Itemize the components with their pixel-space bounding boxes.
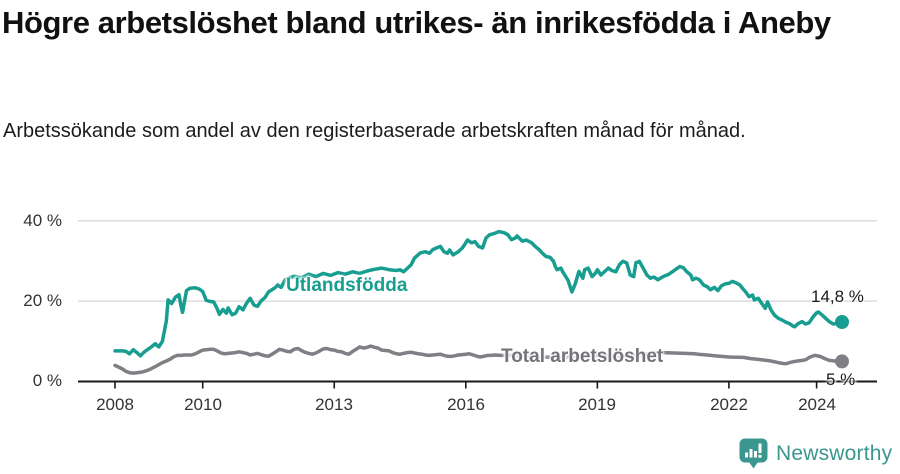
chart-title: Högre arbetslöshet bland utrikes- än inr… <box>2 5 831 40</box>
x-axis-label-2010: 2010 <box>184 395 222 414</box>
x-axis-label-2016: 2016 <box>447 395 485 414</box>
x-axis-label-2024: 2024 <box>798 395 836 414</box>
series-label-total-arbetsloshet: Total arbetslöshet <box>501 346 664 367</box>
end-value-total: 5 % <box>826 370 856 389</box>
series-end-dot-0 <box>835 315 849 329</box>
end-value-utlandsfodda: 14,8 % <box>811 287 864 306</box>
series-line-1 <box>113 344 844 375</box>
series-line-0 <box>113 229 844 358</box>
series-label-utlandsfodda: Utlandsfödda <box>286 275 408 296</box>
y-axis-label-40: 40 % <box>23 211 62 230</box>
newsworthy-wordmark: Newsworthy <box>776 441 893 465</box>
series-end-dot-1 <box>835 354 849 369</box>
x-axis-label-2022: 2022 <box>710 395 748 414</box>
x-axis-label-2008: 2008 <box>96 395 134 414</box>
x-axis-label-2013: 2013 <box>315 395 353 414</box>
chart-subtitle: Arbetssökande som andel av den registerb… <box>3 120 746 142</box>
y-axis-label-0: 0 % <box>32 371 62 390</box>
newsworthy-icon <box>739 438 768 469</box>
newsworthy-logo[interactable]: Newsworthy <box>739 438 892 469</box>
y-axis-label-20: 20 % <box>23 291 62 310</box>
x-axis-label-2019: 2019 <box>578 395 616 414</box>
